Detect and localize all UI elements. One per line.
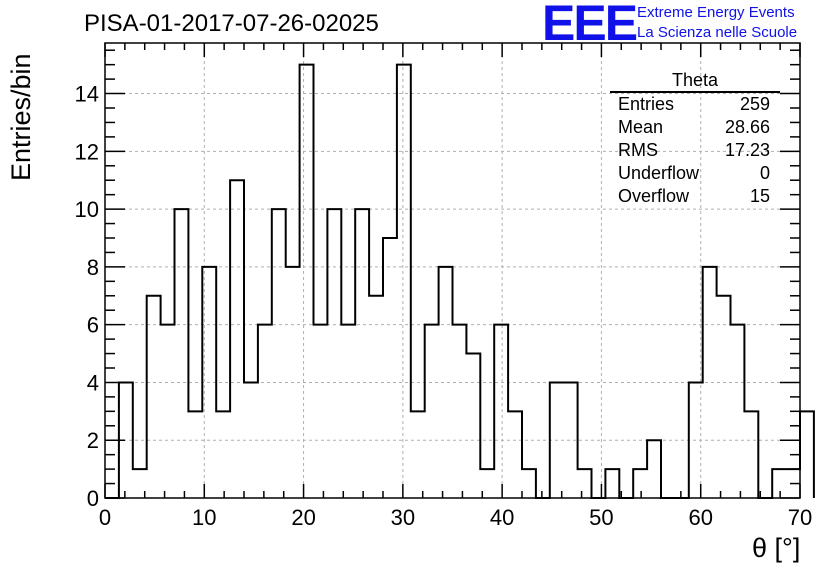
stats-row-mean: Mean 28.66 (610, 116, 780, 139)
stats-label: Entries (618, 94, 675, 114)
histogram-bin (411, 411, 425, 498)
eee-logo-line-1: Extreme Energy Events (637, 4, 795, 21)
eee-logo: EEE (542, 0, 638, 51)
stats-value: 259 (739, 94, 770, 114)
x-tick-label: 10 (192, 505, 216, 530)
x-axis-label: θ [°] (752, 533, 801, 563)
x-tick-label: 50 (589, 505, 613, 530)
y-axis-label: Entries/bin (6, 53, 36, 181)
eee-logo-line-2: La Scienza nelle Scuole (637, 24, 798, 41)
histogram-bin (272, 209, 286, 498)
histogram-bin (494, 325, 508, 498)
histogram-bin (397, 65, 411, 498)
histogram-bin (258, 325, 272, 498)
histogram-bin (717, 296, 731, 498)
histogram-bin (300, 65, 314, 498)
stats-box-title: Theta (610, 70, 780, 93)
histogram-bin (175, 209, 189, 498)
y-tick-label: 14 (75, 82, 99, 107)
stats-value: 17.23 (724, 140, 770, 160)
histogram-line (105, 63, 815, 499)
histogram-bin (425, 325, 439, 498)
histogram-bin (522, 469, 536, 498)
histogram-bin (453, 325, 467, 498)
stats-label: Mean (618, 117, 664, 137)
histogram-bin (508, 411, 522, 498)
stats-row-overflow: Overflow 15 (610, 185, 780, 208)
grid-lines (105, 43, 800, 498)
histogram-bin (800, 411, 814, 498)
y-tick-label: 10 (75, 197, 99, 222)
stats-label: RMS (618, 140, 658, 160)
x-tick-label: 30 (391, 505, 415, 530)
y-tick-label: 6 (87, 313, 99, 338)
histogram-bin (578, 469, 592, 498)
histogram-bin (439, 267, 453, 498)
stats-box: Theta Entries 259 Mean 28.66 RMS 17.23 U… (610, 70, 780, 208)
stats-row-rms: RMS 17.23 (610, 139, 780, 162)
histogram-bin (731, 325, 745, 498)
stats-value: 15 (749, 186, 770, 206)
x-tick-label: 70 (788, 505, 812, 530)
histogram-bin (161, 325, 175, 498)
histogram-series (105, 63, 815, 499)
stats-row-underflow: Underflow 0 (610, 162, 780, 185)
histogram-bin (216, 411, 230, 498)
histogram-bin (369, 296, 383, 498)
histogram-bin (355, 209, 369, 498)
axis-ticks (104, 43, 801, 499)
histogram-bin (314, 325, 328, 498)
histogram-bin (188, 411, 202, 498)
stats-label: Underflow (618, 163, 700, 183)
eee-logo-text: Extreme Energy Events La Scienza nelle S… (637, 3, 797, 43)
histogram-bin (744, 411, 758, 498)
stats-value: 0 (759, 163, 770, 183)
stats-value: 28.66 (724, 117, 770, 137)
plot-frame (104, 42, 801, 499)
y-tick-label: 12 (75, 139, 99, 164)
histogram-bin (341, 325, 355, 498)
y-tick-label: 8 (87, 255, 99, 280)
histogram-bin (147, 296, 161, 498)
histogram-bin (466, 354, 480, 498)
histogram-bin (633, 469, 647, 498)
y-tick-label: 0 (87, 486, 99, 511)
stats-label: Overflow (618, 186, 690, 206)
plot-title: PISA-01-2017-07-26-02025 (84, 10, 379, 37)
histogram-bin (605, 469, 619, 498)
x-tick-label: 60 (688, 505, 712, 530)
y-tick-label: 2 (87, 428, 99, 453)
histogram-bin (383, 238, 397, 498)
histogram-bin (327, 209, 341, 498)
stats-row-entries: Entries 259 (610, 93, 780, 116)
histogram-bin (772, 469, 786, 498)
histogram-bin (230, 180, 244, 498)
x-tick-label: 20 (291, 505, 315, 530)
y-tick-label: 4 (87, 370, 99, 395)
histogram-bin (647, 440, 661, 498)
x-tick-label: 0 (99, 505, 111, 530)
axis-tick-labels: 0 10 20 30 40 50 60 70 0 2 4 6 8 10 12 14 (75, 82, 813, 530)
histogram-bin (703, 267, 717, 498)
x-tick-label: 40 (490, 505, 514, 530)
